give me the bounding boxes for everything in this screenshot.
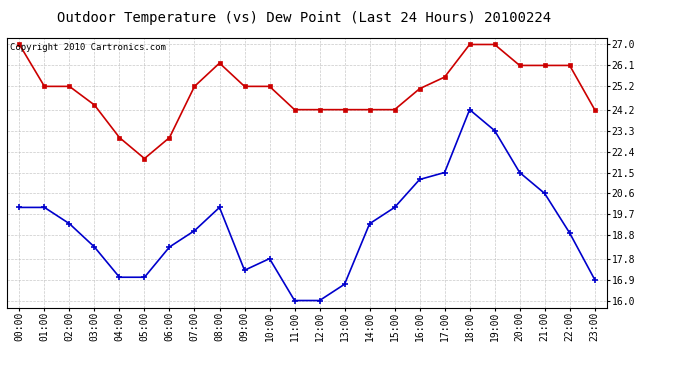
Text: Copyright 2010 Cartronics.com: Copyright 2010 Cartronics.com [10, 43, 166, 52]
Text: Outdoor Temperature (vs) Dew Point (Last 24 Hours) 20100224: Outdoor Temperature (vs) Dew Point (Last… [57, 11, 551, 25]
